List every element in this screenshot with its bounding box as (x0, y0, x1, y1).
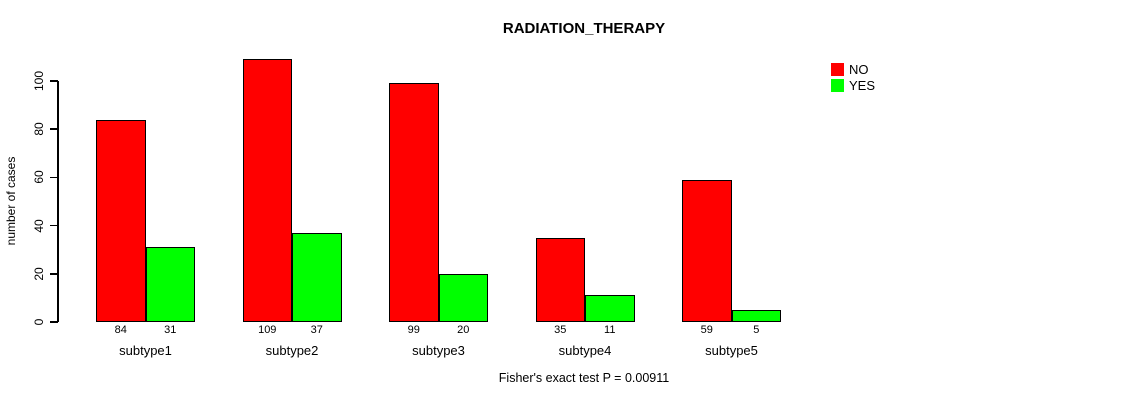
bar-value-label: 59 (700, 324, 713, 336)
y-tick-label: 40 (32, 218, 46, 233)
category-label-subtype3: subtype3 (412, 343, 465, 358)
category-label-subtype5: subtype5 (705, 343, 758, 358)
bar-value-label: 20 (457, 324, 470, 336)
y-tick-label: 20 (32, 267, 46, 281)
bar-value-label: 35 (554, 324, 567, 336)
y-tick-label: 80 (32, 122, 46, 136)
y-tick-label: 60 (32, 170, 46, 185)
category-label-subtype4: subtype4 (558, 343, 612, 358)
legend-label-yes: YES (849, 78, 876, 93)
bar-yes-subtype3 (438, 273, 488, 322)
legend-swatch-yes (831, 79, 844, 92)
category-label-subtype1: subtype1 (119, 343, 172, 358)
y-axis-label: number of cases (4, 156, 18, 246)
bar-no-subtype2 (242, 59, 292, 322)
bar-no-subtype1 (96, 119, 146, 322)
y-tick-label: 0 (32, 318, 46, 326)
y-tick-mark (49, 128, 58, 130)
legend-swatch-no (831, 63, 844, 76)
bar-yes-subtype4 (585, 295, 635, 322)
y-tick-mark (49, 224, 58, 227)
y-tick-mark (49, 273, 58, 275)
y-tick-mark (49, 80, 58, 82)
bar-yes-subtype5 (731, 309, 781, 322)
bar-value-label: 109 (258, 324, 277, 336)
caption: Fisher's exact test P = 0.00911 (498, 371, 670, 385)
chart-title: RADIATION_THERAPY (502, 20, 666, 37)
bar-no-subtype5 (682, 179, 732, 322)
bar-value-label: 31 (164, 324, 177, 336)
y-axis-line (57, 81, 59, 322)
bar-value-label: 11 (604, 324, 616, 336)
bar-yes-subtype1 (145, 247, 195, 322)
bar-value-label: 37 (310, 324, 323, 336)
category-label-subtype2: subtype2 (265, 343, 319, 358)
bar-no-subtype4 (535, 237, 585, 322)
legend-label-no: NO (849, 62, 869, 77)
bar-value-label: 99 (407, 324, 420, 336)
bar-yes-subtype2 (292, 232, 342, 322)
y-tick-mark (49, 176, 58, 179)
y-tick-mark (49, 321, 58, 323)
bar-value-label: 84 (114, 324, 127, 336)
bar-no-subtype3 (389, 83, 439, 322)
y-tick-label: 100 (32, 70, 46, 92)
bar-value-label: 5 (753, 324, 760, 336)
